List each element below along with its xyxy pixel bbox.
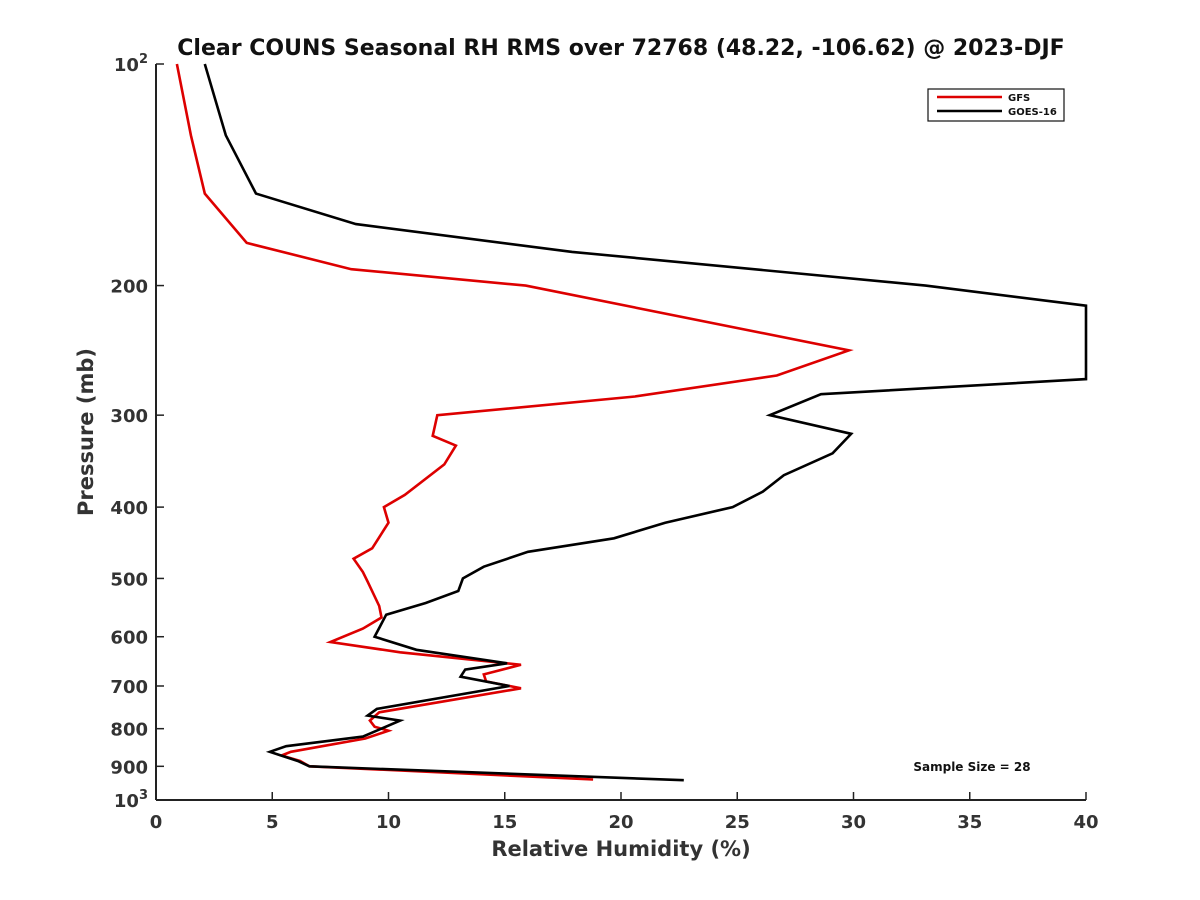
x-tick-label-10: 10 [376, 812, 401, 833]
plot-area: 0 5 10 15 20 25 30 35 40 10220030040050060070080… [110, 52, 1098, 833]
series-layer [175, 63, 1088, 782]
x-tick-label-40: 40 [1073, 812, 1098, 833]
legend-box [927, 88, 1065, 122]
sample-size-annotation: Sample Size = 28 [913, 760, 1030, 774]
x-tick-label-30: 30 [841, 812, 866, 833]
series-line-gfs [175, 63, 854, 781]
y-tick-base: 10 [114, 791, 139, 812]
y-tick-label-400: 400 [110, 498, 148, 519]
y-tick-label-600: 600 [110, 628, 148, 649]
y-tick-label-1000: 103 [114, 788, 148, 812]
plot-frame [156, 64, 1086, 800]
y-tick-label-900: 900 [110, 757, 148, 778]
y-tick-exponent: 3 [139, 788, 148, 803]
x-tick-label-0: 0 [150, 812, 163, 833]
x-tick-label-5: 5 [266, 812, 279, 833]
y-tick-label-100: 102 [114, 52, 148, 76]
legend-label-gfs: GFS [1008, 93, 1030, 104]
legend: GFS GOES-16 [927, 88, 1065, 122]
x-axis-label: Relative Humidity (%) [491, 837, 750, 861]
x-tick-label-20: 20 [608, 812, 633, 833]
y-axis-label: Pressure (mb) [74, 348, 98, 516]
y-tick-label-500: 500 [110, 569, 148, 590]
chart-title: Clear COUNS Seasonal RH RMS over 72768 (… [177, 36, 1064, 61]
x-tick-label-35: 35 [957, 812, 982, 833]
series-line-goes16 [203, 63, 1088, 782]
y-tick-label-700: 700 [110, 677, 148, 698]
x-tick-label-25: 25 [725, 812, 750, 833]
y-tick-base: 10 [114, 55, 139, 76]
legend-label-goes16: GOES-16 [1008, 107, 1057, 118]
x-ticks: 0 5 10 15 20 25 30 35 40 [150, 792, 1099, 833]
y-tick-label-300: 300 [110, 406, 148, 427]
x-tick-label-15: 15 [492, 812, 517, 833]
y-tick-exponent: 2 [139, 52, 148, 67]
y-tick-label-200: 200 [110, 277, 148, 298]
y-tick-label-800: 800 [110, 720, 148, 741]
